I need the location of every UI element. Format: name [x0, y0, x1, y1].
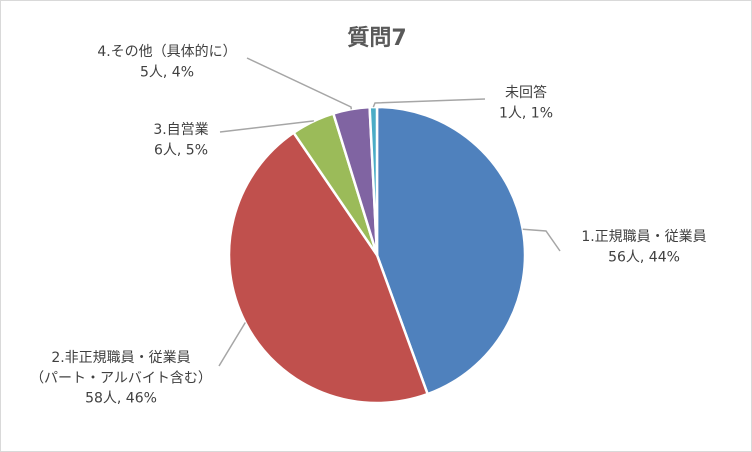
data-label-4-line-1: 4.その他（具体的に）: [97, 44, 236, 60]
data-label-1-line-1: 1.正規職員・従業員: [581, 229, 706, 245]
data-label-2-line-1: 2.非正規職員・従業員: [51, 350, 190, 366]
slices-layer: [227, 105, 527, 405]
leader-lines: [218, 57, 561, 367]
leader-line-1: [522, 228, 561, 252]
data-label-2: 2.非正規職員・従業員 （パート・アルバイト含む） 58人, 46%: [30, 350, 212, 407]
leader-line-5: [372, 98, 486, 108]
leader-line-3: [219, 120, 315, 133]
pie-slice-1: [375, 105, 527, 396]
data-label-1: 1.正規職員・従業員 56人, 44%: [581, 229, 706, 265]
data-label-5-line-2: 1人, 1%: [499, 105, 553, 121]
data-label-3-line-2: 6人, 5%: [154, 142, 208, 158]
data-label-3: 3.自営業 6人, 5%: [153, 122, 208, 158]
pie-slice-2: [227, 131, 429, 405]
data-label-4-line-2: 5人, 4%: [140, 64, 194, 80]
data-label-4: 4.その他（具体的に） 5人, 4%: [97, 44, 236, 80]
leader-line-4: [246, 57, 353, 110]
data-labels: 1.正規職員・従業員 56人, 44% 2.非正規職員・従業員 （パート・アルバイト含…: [30, 44, 707, 407]
data-label-2-line-2: （パート・アルバイト含む）: [30, 370, 212, 386]
leader-line-2: [218, 322, 246, 367]
data-label-5: 未回答 1人, 1%: [499, 84, 553, 121]
data-label-5-line-1: 未回答: [505, 84, 547, 101]
data-label-3-line-1: 3.自営業: [153, 122, 208, 138]
data-label-1-line-2: 56人, 44%: [608, 249, 680, 265]
data-label-2-line-3: 58人, 46%: [85, 391, 157, 407]
chart-title: 質問7: [347, 26, 406, 51]
